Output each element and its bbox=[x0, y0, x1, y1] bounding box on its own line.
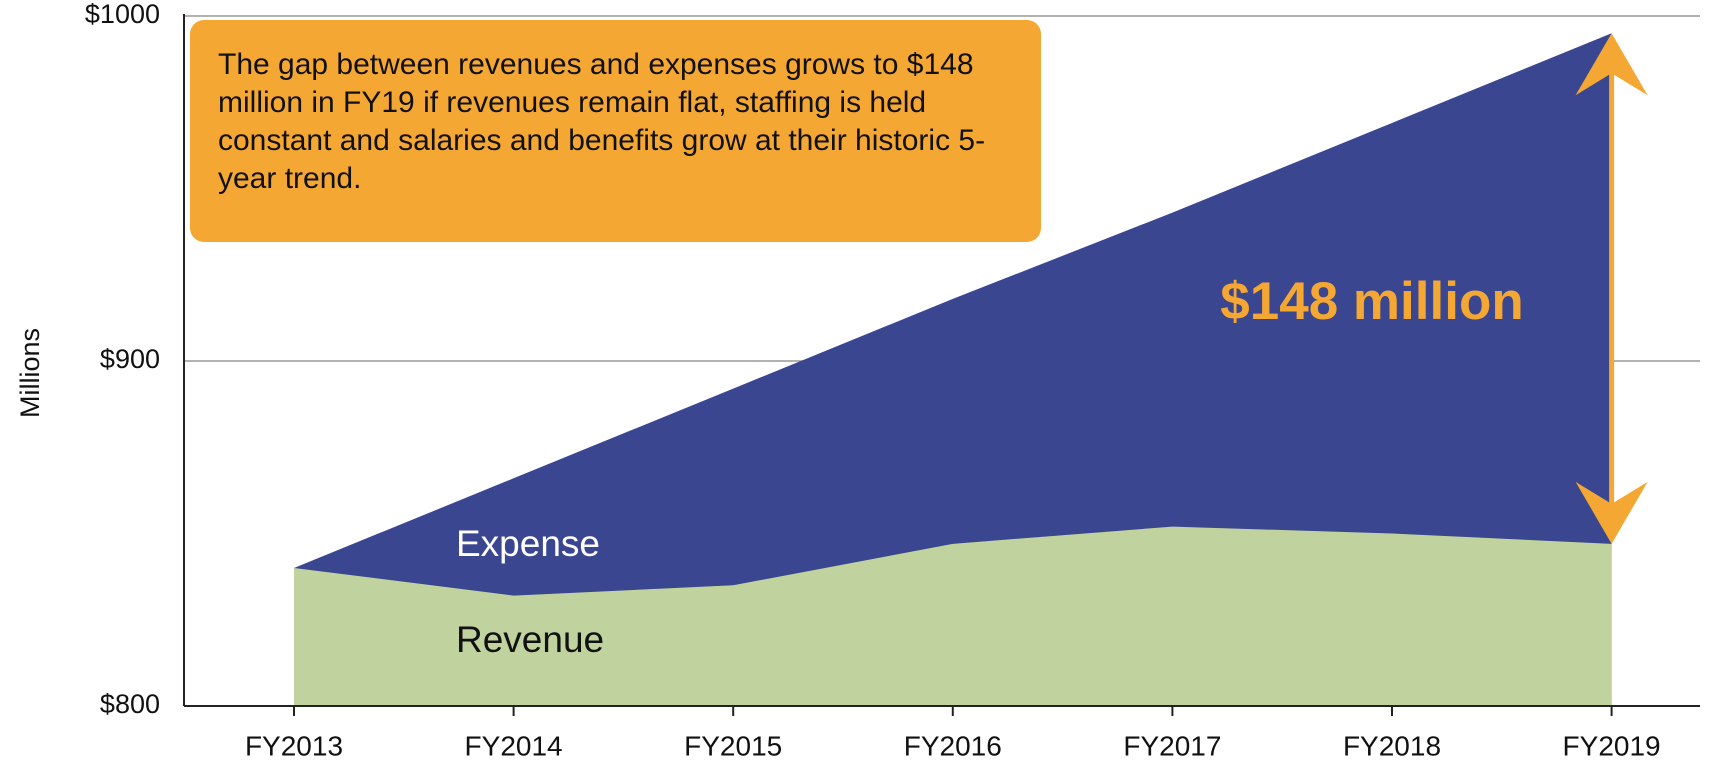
x-tick-label: FY2013 bbox=[245, 730, 343, 761]
gap-label: $148 million bbox=[1220, 272, 1523, 331]
y-axis-label: Millions bbox=[15, 328, 45, 418]
x-tick-label: FY2017 bbox=[1123, 730, 1221, 761]
y-tick-label: $900 bbox=[100, 344, 160, 374]
y-tick-label: $800 bbox=[100, 689, 160, 719]
x-tick-label: FY2015 bbox=[684, 730, 782, 761]
series-label: Revenue bbox=[456, 619, 604, 660]
x-tick-label: FY2018 bbox=[1343, 730, 1441, 761]
series-label: Expense bbox=[456, 523, 600, 564]
y-tick-label: $1000 bbox=[85, 0, 160, 29]
x-tick-label: FY2016 bbox=[904, 730, 1002, 761]
gap-arrow-head bbox=[1575, 33, 1648, 96]
gap-arrow-head bbox=[1575, 481, 1648, 544]
x-tick-label: FY2014 bbox=[465, 730, 563, 761]
x-tick-label: FY2019 bbox=[1563, 730, 1661, 761]
area bbox=[294, 526, 1612, 706]
annotation-box: The gap between revenues and expenses gr… bbox=[190, 20, 1041, 242]
